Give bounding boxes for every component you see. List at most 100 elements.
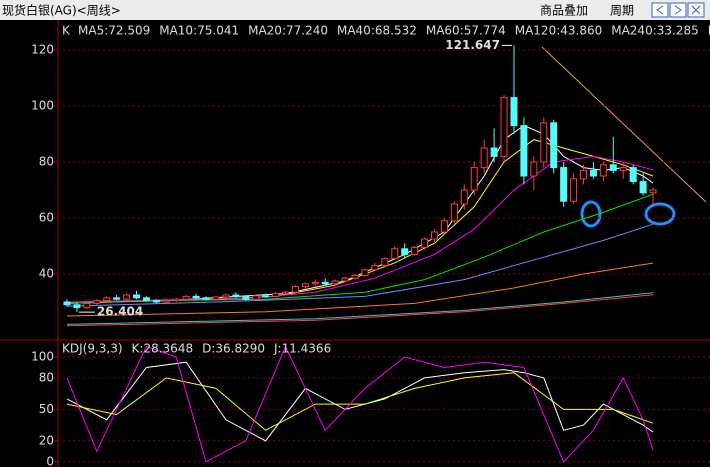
period-button[interactable]: 周期: [610, 4, 634, 18]
legend-label: MA10:75.041: [159, 24, 239, 38]
candle-body: [162, 300, 170, 303]
series-line: [66, 223, 654, 307]
candle-body: [93, 300, 101, 304]
legend-label: D:36.8290: [202, 342, 265, 356]
legend-label: MA5:72.509: [78, 24, 150, 38]
candle-body: [232, 294, 240, 297]
overlay-button[interactable]: 商品叠加: [540, 3, 588, 18]
candle-body: [192, 295, 200, 299]
top-bar-content: 现货白银(AG)<周线> 商品叠加 周期: [2, 3, 634, 18]
candle-body: [381, 258, 389, 267]
series-line: [66, 294, 654, 327]
y-tick-label: 100: [31, 99, 54, 113]
candle-body: [341, 277, 349, 282]
panel-label: K: [62, 24, 71, 38]
trend-line: [541, 46, 707, 203]
candle-body: [639, 181, 647, 194]
legend-label: MA240:33.285: [611, 24, 699, 38]
candle-body: [133, 294, 140, 299]
candle-body: [599, 164, 607, 177]
y-tick-label: 0: [46, 454, 54, 467]
candle-body: [103, 297, 111, 302]
high-label: 121.647: [445, 38, 500, 52]
top-bar: [0, 0, 710, 20]
candle-body: [580, 169, 587, 180]
y-tick-label: 20: [39, 433, 54, 447]
series-line: [66, 262, 654, 317]
next-icon: [674, 5, 682, 15]
next-button[interactable]: [669, 2, 687, 18]
y-tick-label: 60: [39, 211, 54, 225]
candle-body: [629, 167, 637, 183]
candle-body: [222, 294, 230, 298]
candle-body: [570, 178, 578, 202]
candle-body: [301, 283, 309, 288]
series-line: [66, 372, 654, 431]
candle-body: [609, 164, 617, 171]
candle-body: [540, 122, 548, 163]
candle-body: [421, 238, 429, 248]
series-line: [66, 292, 654, 325]
candle-body: [550, 122, 558, 169]
candle-body: [480, 147, 488, 169]
candle-body: [113, 297, 121, 300]
y-tick-label: 40: [39, 267, 54, 281]
candle-body: [520, 125, 528, 177]
series-line: [66, 361, 654, 442]
series-line: [66, 125, 654, 304]
series-line: [66, 345, 654, 463]
candle-body: [460, 189, 468, 205]
candle-body: [619, 167, 627, 171]
legend-label: MA40:68.532: [337, 24, 417, 38]
candle-body: [351, 274, 359, 279]
legend-label: MA120:43.860: [515, 24, 603, 38]
candle-body: [272, 293, 280, 297]
candle-body: [331, 280, 339, 285]
y-tick-label: 50: [39, 402, 54, 416]
candle-body: [440, 220, 448, 233]
candle-body: [282, 291, 289, 295]
series-line: [66, 155, 654, 303]
candle-body: [123, 294, 131, 300]
candle-body: [172, 298, 180, 302]
candle-body: [262, 295, 270, 298]
candle-body: [311, 281, 319, 285]
legend-label: MA260:32.60: [708, 24, 710, 38]
legend-label: K:28.3648: [132, 342, 194, 356]
legend-label: MA60:57.774: [426, 24, 506, 38]
candle-body: [142, 297, 150, 302]
candle-body: [73, 304, 81, 309]
legend-label: MA20:77.240: [248, 24, 328, 38]
candle-body: [391, 248, 399, 260]
highlight-circle: [644, 202, 676, 226]
candle-body: [470, 167, 478, 191]
prev-icon: [656, 5, 664, 15]
candle-body: [490, 147, 498, 157]
candle-body: [242, 295, 250, 300]
title: 现货白银(AG)<周线>: [2, 3, 121, 18]
series-line: [66, 139, 654, 304]
candle-body: [321, 281, 329, 285]
candle-body: [450, 203, 458, 222]
candle-body: [530, 161, 538, 177]
candle-body: [361, 269, 369, 276]
candle-body: [649, 189, 657, 194]
candle-body: [560, 167, 568, 202]
candle-body: [63, 301, 71, 306]
candle-body: [411, 246, 419, 255]
y-tick-label: 80: [39, 155, 54, 169]
y-tick-label: 100: [31, 349, 54, 363]
candle-body: [401, 248, 409, 255]
candle-body: [431, 231, 438, 240]
candle-body: [202, 297, 210, 300]
candle-body: [500, 97, 508, 157]
legend-label: KDJ(9,3,3): [62, 342, 123, 356]
y-tick-label: 120: [31, 43, 54, 57]
candle-body: [291, 286, 299, 293]
candle-body: [83, 302, 91, 309]
prev-button[interactable]: [651, 2, 669, 18]
candle-body: [371, 265, 379, 271]
candle-body: [152, 300, 160, 303]
